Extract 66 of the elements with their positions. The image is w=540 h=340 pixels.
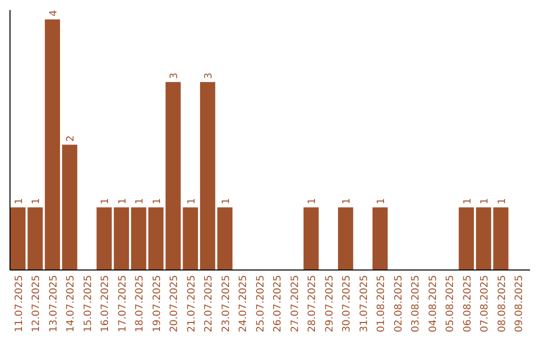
- x-tick-label: 23.07.2025: [220, 275, 232, 332]
- data-label: 3: [169, 72, 180, 80]
- data-label: 1: [117, 198, 128, 204]
- x-tick-label: 02.08.2025: [393, 275, 404, 332]
- x-tick-label: 28.07.2025: [307, 275, 318, 332]
- bar: [200, 82, 216, 270]
- x-tick-label: 15.07.2025: [82, 275, 94, 332]
- data-label: 2: [66, 135, 77, 142]
- x-tick-label: 18.07.2025: [134, 275, 146, 332]
- data-label: 1: [134, 198, 146, 204]
- data-label: 1: [307, 198, 318, 204]
- x-tick-label: 09.08.2025: [514, 275, 526, 332]
- bar: [304, 207, 319, 270]
- bar: [62, 144, 78, 270]
- x-tick-label: 12.07.2025: [31, 275, 42, 332]
- bar: [10, 207, 26, 270]
- x-tick-label: 17.07.2025: [117, 275, 128, 332]
- data-label: 1: [31, 198, 42, 204]
- bar: [114, 207, 129, 270]
- x-tick-label: 29.07.2025: [324, 275, 336, 332]
- bar: [148, 207, 164, 270]
- data-label: 3: [204, 72, 215, 80]
- bar: [28, 207, 43, 270]
- x-tick-label: 04.08.2025: [428, 275, 439, 332]
- x-tick-label: 24.07.2025: [238, 275, 250, 332]
- data-label: 1: [462, 198, 474, 204]
- x-tick-label: 21.07.2025: [186, 275, 198, 332]
- bar: [217, 207, 232, 270]
- bar: [476, 207, 492, 270]
- bar: [96, 207, 112, 270]
- x-tick-label: 16.07.2025: [100, 275, 112, 332]
- x-tick-label: 05.08.2025: [445, 275, 456, 332]
- x-tick-label: 03.08.2025: [410, 275, 422, 332]
- bar: [182, 207, 198, 270]
- bar: [44, 19, 60, 270]
- data-label: 1: [496, 198, 508, 204]
- data-label: 1: [220, 198, 232, 204]
- bar: [166, 82, 181, 270]
- x-tick-label: 06.08.2025: [462, 275, 474, 332]
- x-tick-label: 13.07.2025: [48, 275, 60, 332]
- x-tick-label: 19.07.2025: [152, 275, 163, 332]
- bar: [493, 207, 508, 270]
- x-tick-label: 26.07.2025: [272, 275, 284, 332]
- x-tick-label: 31.07.2025: [358, 275, 370, 332]
- data-label: 1: [480, 198, 491, 204]
- data-label: 1: [100, 198, 112, 204]
- data-label: 1: [152, 198, 163, 204]
- data-label: 1: [186, 198, 198, 204]
- x-tick-label: 11.07.2025: [14, 275, 25, 332]
- x-tick-label: 22.07.2025: [204, 275, 215, 332]
- x-tick-label: 20.07.2025: [169, 275, 180, 332]
- data-label: 1: [342, 198, 353, 204]
- bar: [372, 207, 388, 270]
- x-tick-label: 01.08.2025: [376, 275, 388, 332]
- x-tick-label: 14.07.2025: [66, 275, 77, 332]
- data-label: 1: [376, 198, 388, 204]
- x-tick-label: 25.07.2025: [255, 275, 266, 332]
- data-label: 4: [48, 10, 60, 16]
- bar: [131, 207, 146, 270]
- x-tick-label: 08.08.2025: [496, 275, 508, 332]
- bar: [458, 207, 474, 270]
- x-tick-label: 27.07.2025: [290, 275, 301, 332]
- x-tick-label: 07.08.2025: [480, 275, 491, 332]
- x-tick-label: 30.07.2025: [342, 275, 353, 332]
- data-label: 1: [14, 198, 25, 204]
- bar: [338, 207, 354, 270]
